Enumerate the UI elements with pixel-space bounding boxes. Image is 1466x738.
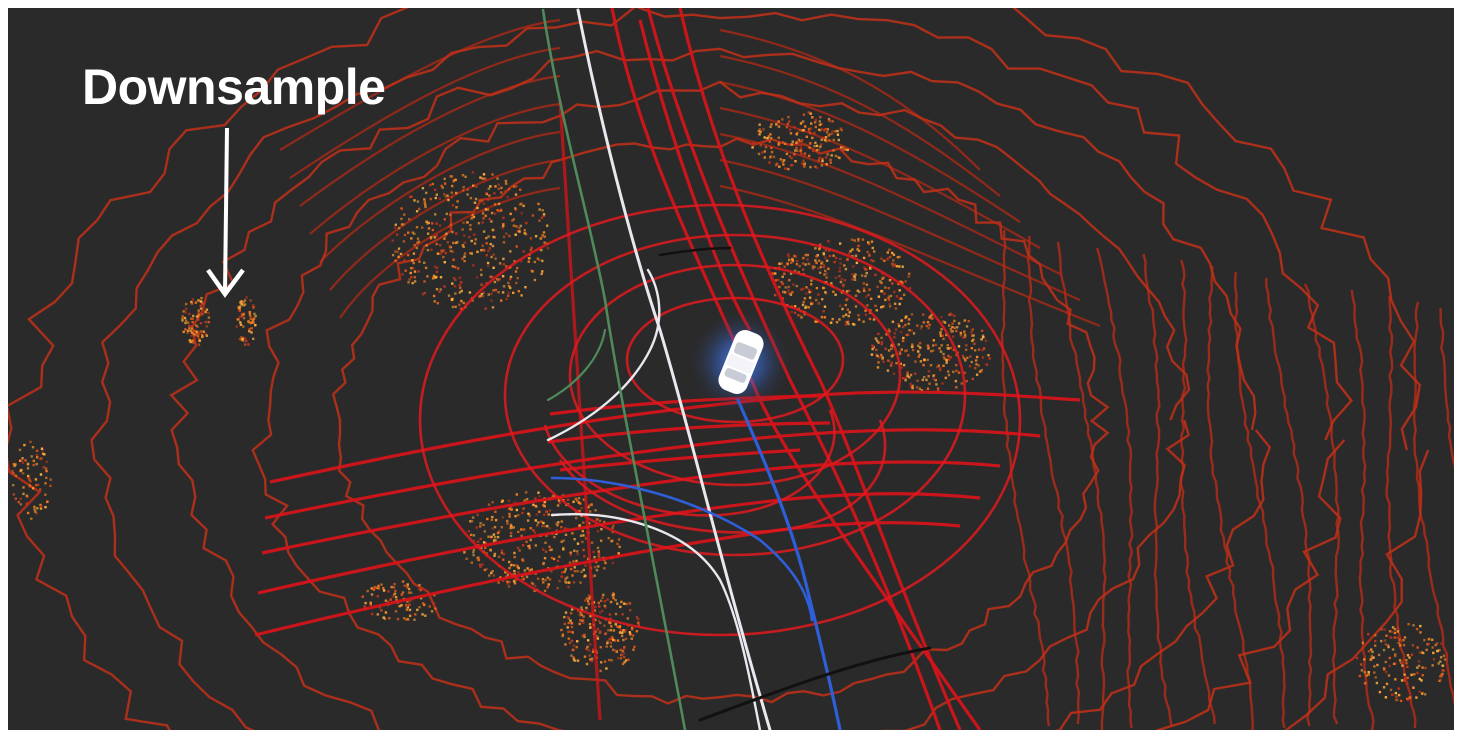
lidar-scan-line [339, 186, 561, 319]
point-cloud-cluster [11, 440, 52, 520]
lidar-scan-line [309, 102, 561, 235]
trajectories [541, 8, 932, 730]
lidar-scan-line [1265, 278, 1313, 727]
lidar-scan-line [1026, 235, 1081, 725]
lidar-scan-line [1095, 247, 1134, 729]
lidar-ring [331, 137, 1110, 705]
lidar-scan-line [1385, 295, 1417, 729]
point-cloud-cluster [870, 312, 991, 392]
range-rings [418, 203, 1022, 637]
lidar-scan-line [1304, 283, 1340, 725]
annotation-label: Downsample [82, 59, 386, 115]
arrow-down-icon [206, 127, 245, 298]
lidar-scan-line [1142, 253, 1173, 727]
point-cloud-cluster [235, 296, 257, 346]
lidar-scan-line [289, 46, 561, 179]
lidar-scan-line [319, 130, 561, 263]
lidar-scan-line [1000, 229, 1051, 727]
car-icon [718, 330, 764, 394]
lidar-scan-line [719, 80, 1021, 223]
lidar-scan-line [1056, 241, 1107, 730]
lidar-ring [8, 8, 1430, 730]
point-cloud-cluster [751, 111, 849, 171]
lidar-scan-line [1179, 259, 1216, 725]
trajectory-white [576, 8, 772, 730]
lidar-scan-line [719, 106, 1041, 249]
lidar-scan-line [1350, 289, 1375, 730]
lidar-scan-line [1206, 265, 1254, 730]
lidar-scan-line [719, 54, 1001, 197]
point-cloud-cluster [1355, 623, 1447, 703]
lidar-scan-line [719, 28, 981, 171]
point-cloud-cluster [181, 296, 211, 346]
lidar-scan-line [279, 18, 561, 151]
lidar-scan-line [1439, 307, 1454, 471]
lidar-ring [169, 47, 1272, 730]
trajectory-blue [736, 398, 842, 730]
lidar-scan-line [329, 158, 561, 291]
lidar-scan-line [719, 158, 1081, 302]
trajectory-green [541, 8, 687, 730]
lidar-ring [90, 8, 1353, 730]
lidar-scan-line [299, 74, 561, 207]
point-cloud-cluster [361, 580, 437, 621]
